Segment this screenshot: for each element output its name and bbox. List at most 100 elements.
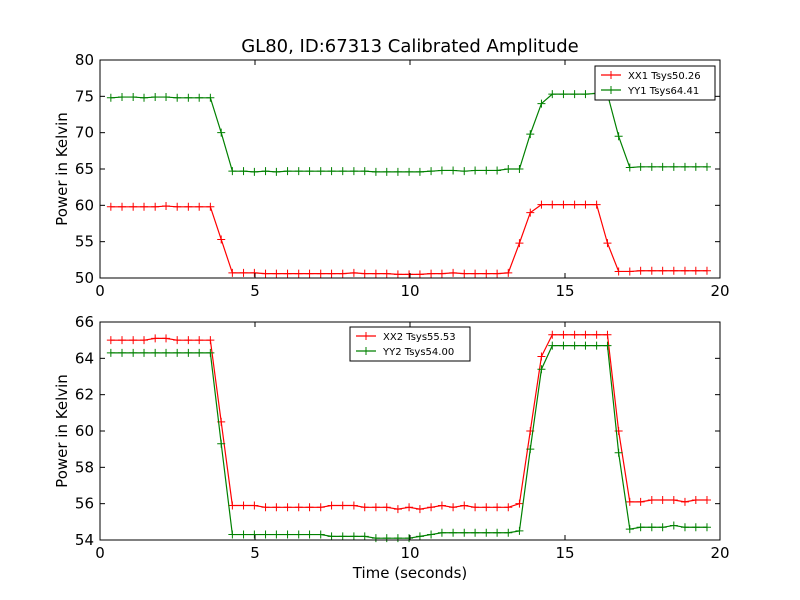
data-point: [691, 266, 700, 275]
data-point: [581, 90, 590, 99]
x-tick-label: 15: [555, 282, 574, 300]
y-tick-label: 64: [75, 349, 94, 367]
data-point: [405, 270, 414, 279]
data-point: [206, 202, 215, 211]
data-point: [250, 501, 259, 510]
data-point: [515, 526, 524, 535]
data-point: [129, 348, 138, 357]
data-point: [526, 130, 535, 139]
data-point: [195, 202, 204, 211]
data-point: [625, 163, 634, 172]
legend: XX1 Tsys50.26 YY1 Tsys64.41: [594, 65, 716, 101]
data-point: [427, 530, 436, 539]
data-point: [680, 497, 689, 506]
data-point: [581, 200, 590, 209]
data-point: [437, 501, 446, 510]
data-point: [437, 528, 446, 537]
data-point: [393, 270, 402, 279]
data-point: [669, 521, 678, 530]
data-point: [239, 501, 248, 510]
x-tick-label: 10: [400, 544, 419, 562]
data-point: [316, 269, 325, 278]
legend-box: [594, 65, 716, 101]
data-point: [504, 268, 513, 277]
legend-box: [349, 326, 471, 362]
data-point: [184, 93, 193, 102]
data-point: [415, 270, 424, 279]
data-point: [228, 167, 237, 176]
data-point: [294, 503, 303, 512]
data-point: [393, 167, 402, 176]
data-point: [206, 336, 215, 345]
data-point: [140, 336, 149, 345]
data-point: [625, 525, 634, 534]
data-point: [283, 167, 292, 176]
data-point: [515, 239, 524, 248]
data-point: [636, 266, 645, 275]
data-point: [702, 496, 711, 505]
data-point: [382, 167, 391, 176]
data-point: [515, 165, 524, 173]
data-point: [482, 166, 491, 175]
data-point: [471, 166, 480, 175]
data-point: [570, 330, 579, 339]
data-point: [294, 167, 303, 176]
data-point: [460, 501, 469, 510]
data-point: [393, 534, 402, 543]
data-point: [482, 503, 491, 512]
data-point: [118, 202, 127, 211]
data-point: [680, 523, 689, 532]
x-tick-label: 5: [250, 544, 260, 562]
data-point: [283, 530, 292, 539]
y-tick-label: 55: [75, 233, 94, 251]
data-point: [305, 167, 314, 176]
data-point: [294, 269, 303, 278]
legend: XX2 Tsys55.53 YY2 Tsys54.00: [349, 326, 471, 362]
data-point: [691, 496, 700, 505]
y-tick-label: 70: [75, 124, 94, 142]
data-point: [316, 503, 325, 512]
data-point: [537, 352, 546, 361]
data-point: [405, 167, 414, 176]
data-point: [702, 523, 711, 532]
data-point: [482, 528, 491, 537]
data-point: [360, 532, 369, 541]
data-point: [140, 348, 149, 357]
data-point: [239, 530, 248, 539]
data-point: [581, 330, 590, 339]
data-point: [592, 200, 601, 209]
data-point: [614, 267, 623, 276]
data-point: [548, 90, 557, 99]
x-tick-label: 15: [555, 544, 574, 562]
data-point: [250, 167, 259, 176]
data-point: [427, 503, 436, 512]
data-point: [669, 266, 678, 275]
data-point: [261, 167, 270, 176]
data-point: [283, 503, 292, 512]
data-point: [471, 528, 480, 537]
y-tick-label: 65: [75, 160, 94, 178]
data-point: [129, 336, 138, 345]
data-point: [504, 528, 513, 537]
data-point: [647, 266, 656, 275]
data-point: [162, 93, 171, 102]
data-point: [349, 532, 358, 541]
data-point: [305, 269, 314, 278]
data-point: [614, 448, 623, 457]
data-point: [371, 503, 380, 512]
data-point: [570, 200, 579, 209]
legend-marker: [362, 347, 370, 355]
data-point: [283, 269, 292, 278]
data-point: [382, 269, 391, 278]
legend-marker: [362, 332, 370, 340]
data-point: [261, 503, 270, 512]
data-point: [559, 90, 568, 99]
data-point: [415, 532, 424, 541]
data-point: [327, 269, 336, 278]
data-point: [206, 93, 215, 102]
data-point: [405, 534, 414, 543]
data-point: [129, 202, 138, 211]
x-tick-label: 20: [710, 282, 729, 300]
data-point: [482, 269, 491, 278]
